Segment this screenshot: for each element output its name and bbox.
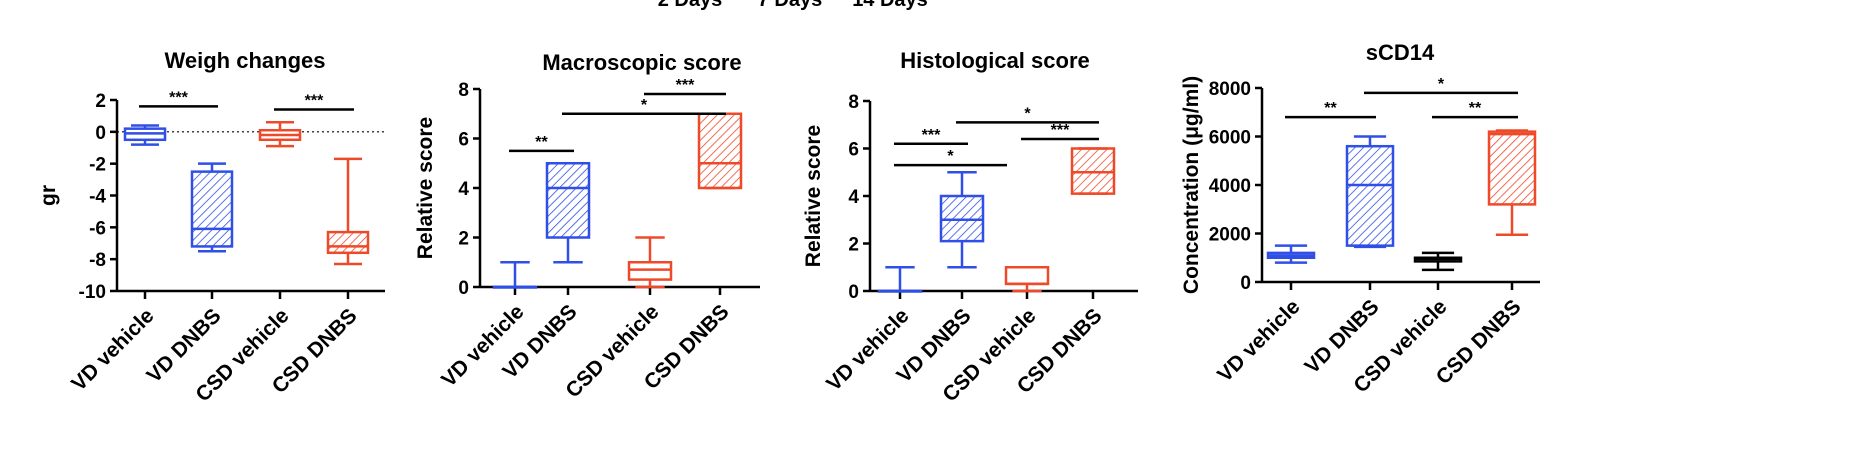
- significance-label: ***: [676, 77, 695, 94]
- box-3: [697, 112, 743, 190]
- box-1: [1345, 135, 1395, 249]
- box-1: [190, 162, 234, 253]
- y-axis-label: Relative score: [802, 125, 825, 267]
- y-axis-label: Concentration (μg/ml): [1180, 76, 1203, 294]
- significance-label: *: [1024, 105, 1031, 122]
- y-tick-label: -4: [89, 187, 106, 208]
- y-tick-label: 6: [848, 140, 859, 161]
- y-tick-label: 6: [458, 130, 469, 151]
- box-3: [1070, 147, 1116, 195]
- box-body: [190, 170, 234, 248]
- y-tick-label: -2: [89, 155, 106, 176]
- chart-title: sCD14: [1366, 40, 1435, 65]
- box-2: [1413, 251, 1463, 272]
- box-0: [1266, 244, 1316, 264]
- significance-label: *: [641, 97, 648, 114]
- top-legend-label-2: 14 Days: [852, 0, 928, 11]
- box-body: [1345, 144, 1395, 247]
- y-tick-label: 2000: [1209, 225, 1251, 246]
- significance-label: ***: [169, 89, 188, 106]
- y-tick-label: 2: [848, 235, 859, 256]
- y-axis-label: gr: [37, 185, 60, 206]
- y-tick-label: 0: [848, 282, 859, 303]
- box-3: [1487, 129, 1537, 236]
- chart-title: Histological score: [900, 48, 1090, 73]
- y-tick-label: 4: [458, 179, 469, 200]
- significance-label: ***: [922, 127, 941, 144]
- y-tick-label: 2: [458, 229, 469, 250]
- significance-label: **: [1324, 100, 1337, 117]
- box-3: [326, 157, 370, 266]
- box-body: [545, 162, 591, 239]
- y-tick-label: 8000: [1209, 79, 1251, 100]
- box-0: [877, 266, 923, 293]
- chart-title: Weigh changes: [165, 48, 326, 73]
- y-tick-label: 4: [848, 187, 859, 208]
- box-body: [697, 112, 743, 190]
- top-legend-label-1: 7 Days: [758, 0, 823, 11]
- x-category-label: VD vehicle: [67, 304, 158, 395]
- box-0: [492, 261, 538, 289]
- significance-label: ***: [305, 93, 324, 110]
- y-tick-label: -8: [89, 250, 106, 271]
- significance-label: **: [535, 134, 548, 151]
- y-tick-label: 4000: [1209, 176, 1251, 197]
- top-legend-label-0: 2 Days: [658, 0, 723, 11]
- panel-2: Histological score Relative score 0 2 4 6 8 VD …: [802, 48, 1138, 406]
- y-tick-label: 8: [848, 92, 859, 113]
- panel-3: sCD14 Concentration (μg/ml) 0 2000 4000 6000 8…: [1180, 40, 1540, 397]
- box-2: [258, 121, 302, 148]
- box-1: [545, 162, 591, 264]
- y-tick-label: 8: [458, 80, 469, 101]
- y-tick-label: 2: [95, 91, 106, 112]
- y-tick-label: 6000: [1209, 128, 1251, 149]
- y-tick-label: 0: [1240, 273, 1251, 294]
- significance-label: *: [947, 148, 954, 165]
- box-body: [1487, 130, 1537, 206]
- box-0: [123, 124, 167, 146]
- box-body: [1004, 266, 1050, 286]
- y-tick-label: 0: [458, 278, 469, 299]
- box-body: [326, 230, 370, 255]
- significance-label: ***: [1051, 122, 1070, 139]
- x-category-label: VD vehicle: [822, 304, 913, 395]
- significance-label: *: [1438, 76, 1445, 93]
- y-tick-label: 0: [95, 123, 106, 144]
- box-2: [1004, 266, 1050, 293]
- box-2: [627, 236, 673, 289]
- box-1: [939, 171, 985, 269]
- y-axis-label: Relative score: [414, 117, 437, 259]
- y-tick-label: -10: [79, 282, 106, 303]
- significance-label: **: [1469, 100, 1482, 117]
- chart-title: Macroscopic score: [542, 50, 741, 75]
- top-legend: 2 Days 7 Days 14 Days: [658, 0, 928, 11]
- y-tick-label: -6: [89, 218, 106, 239]
- x-category-label: VD vehicle: [1213, 295, 1304, 386]
